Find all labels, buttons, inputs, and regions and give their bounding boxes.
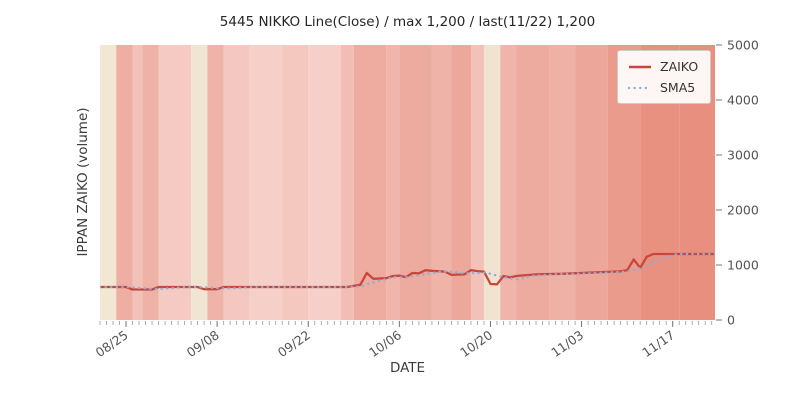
legend-item-sma5: SMA5	[628, 79, 700, 96]
svg-text:08/25: 08/25	[93, 327, 131, 360]
legend-item-zaiko: ZAIKO	[628, 58, 700, 75]
x-axis-label: DATE	[389, 360, 426, 376]
chart-title: 5445 NIKKO Line(Close) / max 1,200 / las…	[219, 14, 596, 30]
legend-label-zaiko: ZAIKO	[660, 59, 699, 74]
svg-text:0: 0	[727, 312, 735, 327]
svg-text:2000: 2000	[727, 202, 759, 217]
svg-text:09/22: 09/22	[275, 327, 313, 360]
svg-text:10/06: 10/06	[366, 327, 404, 360]
svg-text:10/20: 10/20	[457, 327, 495, 360]
svg-text:3000: 3000	[727, 147, 759, 162]
svg-text:1000: 1000	[727, 257, 759, 272]
y-axis-label: IPPAN ZAIKO (volume)	[75, 107, 91, 257]
svg-text:11/03: 11/03	[548, 327, 586, 360]
legend: ZAIKO SMA5	[617, 50, 711, 104]
svg-text:11/17: 11/17	[639, 327, 677, 360]
legend-label-sma5: SMA5	[660, 80, 696, 95]
sma5-dotted-swatch-icon	[628, 86, 652, 89]
svg-text:09/08: 09/08	[184, 327, 222, 360]
zaiko-line-swatch-icon	[629, 65, 651, 68]
svg-text:4000: 4000	[727, 92, 759, 107]
svg-text:5000: 5000	[727, 37, 759, 52]
